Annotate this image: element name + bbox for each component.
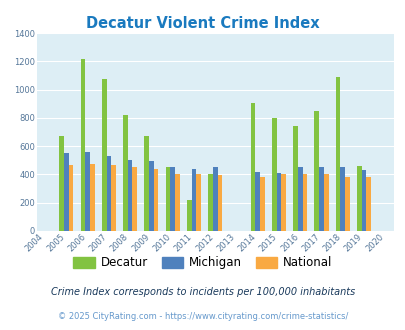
Text: Crime Index corresponds to incidents per 100,000 inhabitants: Crime Index corresponds to incidents per…	[51, 287, 354, 297]
Bar	[271, 118, 276, 231]
Bar	[365, 177, 370, 231]
Bar	[302, 175, 307, 231]
Text: © 2025 CityRating.com - https://www.cityrating.com/crime-statistics/: © 2025 CityRating.com - https://www.city…	[58, 312, 347, 321]
Text: Decatur Violent Crime Index: Decatur Violent Crime Index	[86, 16, 319, 31]
Bar	[165, 167, 170, 231]
Bar	[212, 167, 217, 231]
Bar	[153, 170, 158, 231]
Bar	[314, 111, 318, 231]
Bar	[132, 167, 137, 231]
Bar	[123, 115, 128, 231]
Bar	[144, 136, 149, 231]
Bar	[111, 165, 115, 231]
Bar	[217, 175, 222, 231]
Bar	[292, 126, 297, 231]
Bar	[255, 172, 260, 231]
Bar	[356, 166, 361, 231]
Legend: Decatur, Michigan, National: Decatur, Michigan, National	[68, 252, 337, 274]
Bar	[318, 167, 323, 231]
Bar	[208, 175, 212, 231]
Bar	[335, 77, 340, 231]
Bar	[90, 164, 94, 231]
Bar	[128, 160, 132, 231]
Bar	[196, 175, 200, 231]
Bar	[191, 169, 196, 231]
Bar	[170, 167, 175, 231]
Bar	[297, 167, 302, 231]
Bar	[106, 156, 111, 231]
Bar	[340, 167, 344, 231]
Bar	[344, 177, 349, 231]
Bar	[323, 175, 328, 231]
Bar	[276, 173, 281, 231]
Bar	[68, 165, 73, 231]
Bar	[59, 136, 64, 231]
Bar	[64, 153, 68, 231]
Bar	[361, 170, 365, 231]
Bar	[149, 161, 153, 231]
Bar	[102, 79, 106, 231]
Bar	[80, 59, 85, 231]
Bar	[260, 177, 264, 231]
Bar	[186, 200, 191, 231]
Bar	[250, 103, 255, 231]
Bar	[175, 174, 179, 231]
Bar	[281, 175, 285, 231]
Bar	[85, 152, 90, 231]
